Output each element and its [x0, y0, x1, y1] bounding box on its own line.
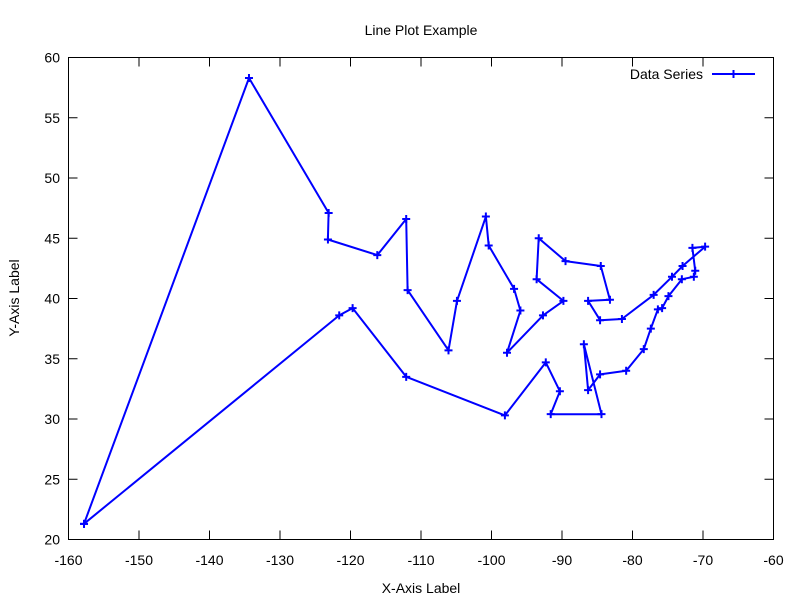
x-tick-label: -100 [477, 552, 505, 568]
data-point-marker [622, 366, 631, 375]
data-point-marker [516, 306, 525, 315]
x-tick-label: -90 [552, 552, 572, 568]
data-point-marker [538, 311, 547, 320]
data-point-marker [596, 261, 605, 270]
y-tick-label: 20 [44, 532, 60, 548]
data-point-marker [579, 340, 588, 349]
data-series-layer [80, 73, 710, 528]
data-point-marker [658, 304, 667, 313]
data-point-marker [541, 358, 550, 367]
x-axis-label: X-Axis Label [382, 580, 461, 596]
data-point-marker [667, 272, 676, 281]
data-point-marker [546, 410, 555, 419]
data-point-marker [559, 296, 568, 305]
data-point-marker [503, 348, 512, 357]
data-point-marker [444, 346, 453, 355]
x-axis: -160 -150 -140 -130 -120 -110 -100 -90 -80 -70 -60 [54, 57, 784, 568]
x-tick-label: -140 [195, 552, 223, 568]
data-point-marker [510, 284, 519, 293]
data-point-marker [596, 370, 605, 379]
data-point-marker [678, 261, 687, 270]
y-tick-label: 60 [44, 50, 60, 66]
y-tick-label: 55 [44, 110, 60, 126]
data-point-marker [653, 305, 662, 314]
data-point-marker [532, 275, 541, 284]
data-point-marker [403, 286, 412, 295]
data-point-marker [646, 324, 655, 333]
data-point-marker [597, 410, 606, 419]
x-tick-label: -110 [408, 552, 435, 568]
y-tick-label: 45 [44, 230, 60, 246]
legend-point-marker [729, 70, 738, 78]
data-point-marker [584, 296, 593, 305]
x-tick-label: -60 [763, 552, 783, 568]
x-tick-label: -160 [54, 552, 82, 568]
data-point-marker [402, 372, 411, 381]
data-point-marker [691, 266, 700, 275]
data-point-marker [481, 212, 490, 221]
x-tick-label: -130 [266, 552, 294, 568]
y-tick-label: 25 [44, 471, 60, 487]
x-tick-label: -80 [622, 552, 642, 568]
y-axis-label: Y-Axis Label [6, 259, 22, 336]
data-point-marker [452, 296, 461, 305]
data-point-marker [80, 519, 89, 528]
data-point-marker [244, 73, 253, 82]
data-point-marker [605, 295, 614, 304]
data-point-marker [664, 292, 673, 301]
data-point-marker [348, 304, 357, 313]
data-point-marker [688, 243, 697, 252]
data-point-marker [323, 235, 332, 244]
data-point-marker [677, 275, 686, 284]
data-point-marker [596, 316, 605, 325]
data-point-marker [701, 242, 710, 251]
series-line [83, 77, 707, 525]
data-point-marker [500, 411, 509, 420]
x-tick-label: -70 [693, 552, 713, 568]
data-point-marker [402, 214, 411, 223]
data-point-marker [617, 314, 626, 323]
y-tick-label: 50 [44, 170, 60, 186]
data-point-marker [324, 208, 333, 217]
data-point-marker [555, 387, 564, 396]
data-point-marker [649, 290, 658, 299]
data-point-marker [639, 345, 648, 354]
chart-title: Line Plot Example [365, 22, 478, 38]
x-tick-label: -120 [336, 552, 364, 568]
y-tick-label: 30 [44, 411, 60, 427]
data-point-marker [689, 272, 698, 281]
data-point-marker [373, 251, 382, 260]
data-point-marker [335, 311, 344, 320]
data-point-marker [484, 241, 493, 250]
legend: Data Series [630, 66, 755, 82]
y-tick-label: 35 [44, 351, 60, 367]
data-point-marker [534, 234, 543, 243]
data-point-marker [561, 257, 570, 266]
data-point-marker [584, 386, 593, 395]
legend-label: Data Series [630, 66, 703, 82]
y-tick-label: 40 [44, 291, 60, 307]
x-tick-label: -150 [125, 552, 153, 568]
y-axis: 20 25 30 35 40 45 50 55 60 [44, 50, 774, 548]
